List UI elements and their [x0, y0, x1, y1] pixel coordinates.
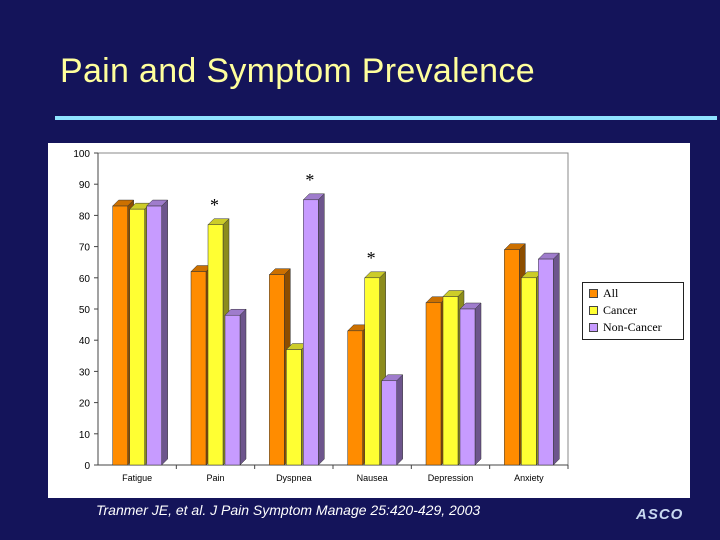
bar-side-non-cancer [161, 199, 168, 466]
legend-label-non-cancer: Non-Cancer [603, 320, 662, 334]
citation: Tranmer JE, et al. J Pain Symptom Manage… [96, 502, 481, 518]
bar-side-non-cancer [396, 374, 403, 466]
title-divider [55, 116, 717, 120]
bar-side-non-cancer [553, 252, 560, 466]
y-tick-label: 40 [79, 336, 91, 347]
legend-entry-all: All [589, 285, 683, 302]
x-tick-label: Nausea [357, 473, 388, 483]
y-tick-label: 20 [79, 399, 91, 410]
x-tick-label: Anxiety [514, 473, 544, 483]
bar-all [269, 274, 285, 466]
y-tick-label: 30 [79, 367, 91, 378]
x-tick-label: Dyspnea [276, 473, 312, 483]
y-tick-label: 90 [79, 180, 91, 191]
y-tick-label: 60 [79, 274, 91, 285]
asco-logo: ASCO [636, 506, 684, 523]
bar-all [190, 271, 207, 466]
bar-cancer [364, 277, 380, 466]
bar-cancer [129, 208, 145, 466]
y-tick-label: 0 [84, 461, 90, 472]
y-tick-label: 80 [79, 211, 91, 222]
y-tick-label: 100 [73, 149, 90, 160]
bar-non-cancer [538, 258, 554, 466]
bar-all [425, 302, 442, 466]
plot-area [97, 152, 569, 466]
bar-side-non-cancer [239, 308, 247, 466]
bar-cancer [521, 277, 537, 466]
bar-non-cancer [381, 380, 397, 466]
legend-swatch-all [589, 289, 598, 298]
y-tick-label: 70 [79, 243, 91, 254]
x-tick-label: Depression [428, 473, 474, 483]
bar-cancer [207, 224, 224, 466]
x-tick-label: Pain [206, 473, 224, 483]
bar-side-non-cancer [474, 302, 482, 466]
x-tick-label: Fatigue [122, 473, 152, 483]
bar-non-cancer [224, 314, 241, 466]
legend-entry-cancer: Cancer [589, 302, 683, 319]
legend-swatch-non-cancer [589, 323, 598, 332]
y-tick-label: 10 [79, 430, 91, 441]
bar-cancer [442, 296, 459, 466]
legend-entry-non-cancer: Non-Cancer [589, 319, 683, 336]
significance-marker: * [210, 195, 219, 215]
bar-non-cancer [146, 205, 162, 466]
legend-label-all: All [603, 286, 619, 300]
bar-chart: 0 10 20 30 40 50 60 70 80 90 100 Fatigue Pain Dyspnea… [73, 149, 569, 483]
bar-side-non-cancer [318, 193, 325, 466]
legend-label-cancer: Cancer [603, 303, 637, 317]
bar-all [112, 205, 128, 466]
legend-swatch-cancer [589, 306, 598, 315]
y-tick-label: 50 [79, 305, 91, 316]
bar-cancer [286, 349, 302, 466]
bar-non-cancer [303, 199, 319, 466]
significance-marker: * [367, 248, 376, 268]
chart-panel: 0 10 20 30 40 50 60 70 80 90 100 Fatigue Pain Dyspnea… [48, 143, 690, 498]
significance-marker: * [305, 170, 314, 190]
chart-legend: All Cancer Non-Cancer [582, 282, 684, 340]
bar-all [504, 249, 520, 466]
bar-non-cancer [459, 308, 476, 466]
bar-all [347, 330, 363, 466]
slide-title: Pain and Symptom Prevalence [60, 52, 535, 90]
